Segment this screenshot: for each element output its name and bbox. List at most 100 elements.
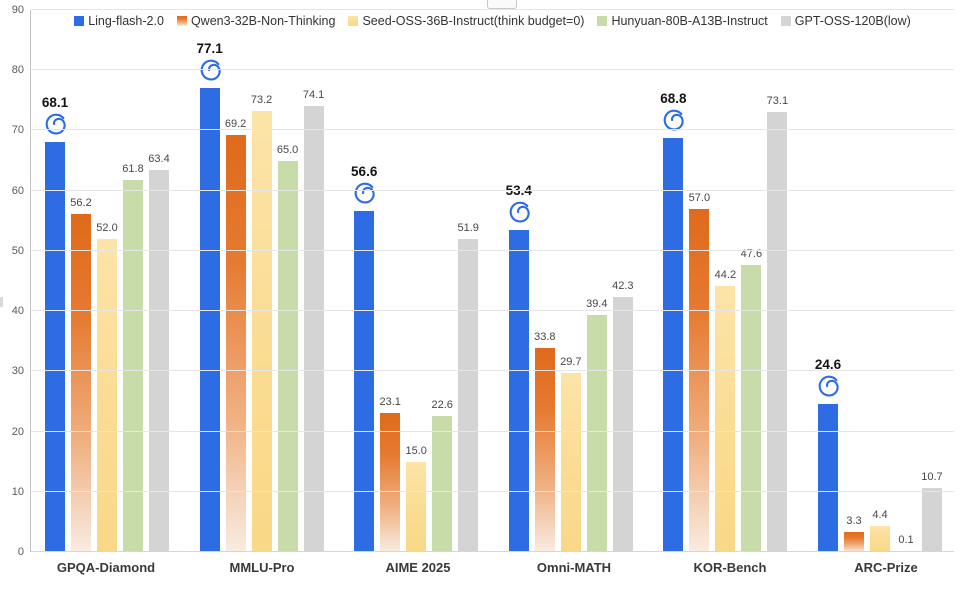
- bar: 73.1: [767, 95, 788, 552]
- legend-item-4: GPT-OSS-120B(low): [780, 14, 911, 28]
- legend-item-1: Qwen3-32B-Non-Thinking: [176, 14, 336, 28]
- legend-marker-icon: [597, 16, 608, 26]
- bar-fill: [432, 415, 453, 552]
- bar-value-label: 61.8: [122, 162, 144, 175]
- bar-value-label: 74.1: [302, 88, 325, 101]
- bar-group-0: 68.1 56.2 52.0 61.8 63.4: [42, 10, 170, 552]
- gridline-40: [31, 310, 954, 312]
- bar: 4.4: [869, 509, 890, 552]
- bar-group-5: 24.6 3.3 4.4 0.1 10.7: [814, 10, 943, 552]
- bar-value-label: 53.4: [505, 183, 532, 199]
- bar-group-3: 53.4 33.8 29.7 39.4 42.3: [506, 10, 633, 552]
- bar: 10.7: [921, 471, 943, 552]
- bar-fill: [560, 373, 581, 552]
- gridline-50: [31, 249, 954, 251]
- bar: 33.8: [534, 331, 555, 552]
- gridline-60: [31, 189, 954, 191]
- bar-fill: [869, 525, 890, 552]
- ling-swirl-icon: [816, 374, 840, 399]
- bar: 47.6: [741, 248, 762, 552]
- bar-fill: [45, 141, 65, 552]
- legend-marker-icon: [176, 16, 187, 26]
- y-tick-label-60: 60: [11, 184, 24, 197]
- bar-value-label: 33.8: [534, 331, 556, 344]
- bar-value-label: 47.6: [740, 248, 763, 261]
- gridline-90: [31, 9, 954, 10]
- legend-item-2: Seed-OSS-36B-Instruct(think budget=0): [348, 14, 584, 28]
- bar-fill: [586, 314, 607, 552]
- bar-fill: [149, 170, 169, 552]
- bar-fill: [767, 111, 788, 552]
- bar: 65.0: [277, 144, 298, 552]
- bars-row: 68.1 56.2 52.0 61.8 63.4 77.1 69.2 73.2 65.0 74.1…: [42, 10, 943, 552]
- bar: 56.6: [351, 164, 377, 552]
- bar: 73.2: [251, 94, 272, 552]
- bar-value-label: 52.0: [96, 221, 118, 234]
- bar: 44.2: [715, 269, 736, 552]
- legend-marker-icon: [780, 16, 791, 26]
- legend-marker-icon: [348, 16, 359, 26]
- bar-value-label: 73.1: [766, 94, 789, 107]
- ling-swirl-icon: [43, 112, 67, 137]
- y-axis-title-fragment: [0, 297, 3, 307]
- legend-item-0: Ling-flash-2.0: [74, 14, 164, 28]
- bar: 23.1: [379, 396, 401, 552]
- y-tick-label-20: 20: [11, 425, 24, 438]
- bar-fill: [715, 285, 736, 552]
- bar: 15.0: [405, 445, 427, 552]
- legend-label: Ling-flash-2.0: [88, 14, 164, 28]
- bar: 52.0: [96, 222, 118, 552]
- clipped-tooltip-fragment: [487, 0, 517, 9]
- gridline-80: [31, 69, 954, 71]
- bar-fill: [534, 348, 555, 552]
- plot-area: Ling-flash-2.0 Qwen3-32B-Non-Thinking Seed…: [12, 4, 954, 558]
- bar-value-label: 63.4: [148, 153, 170, 166]
- y-tick-label-90: 90: [11, 4, 24, 16]
- category-label-3: Omni-MATH: [536, 560, 612, 575]
- bar-value-label: 68.1: [41, 94, 69, 110]
- bar-value-label: 68.8: [660, 90, 687, 106]
- bar-value-label: 3.3: [846, 515, 862, 528]
- legend-marker-icon: [74, 16, 85, 26]
- y-tick-label-30: 30: [11, 365, 24, 378]
- bar-fill: [97, 238, 117, 552]
- category-label-4: KOR-Bench: [693, 560, 767, 575]
- y-tick-label-50: 50: [11, 244, 24, 257]
- bar-value-label: 73.2: [250, 94, 273, 107]
- bar-fill: [303, 105, 324, 552]
- ling-swirl-icon: [198, 58, 222, 83]
- bar-fill: [277, 160, 298, 552]
- bar-fill: [843, 532, 864, 552]
- category-label-0: GPQA-Diamond: [56, 560, 156, 575]
- bar: 68.1: [42, 95, 68, 552]
- bar: 51.9: [457, 222, 479, 552]
- bar-group-4: 68.8 57.0 44.2 47.6 73.1: [660, 10, 788, 552]
- bar-value-label: 4.4: [872, 508, 888, 521]
- y-tick-label-0: 0: [17, 546, 24, 558]
- bar-fill: [251, 111, 272, 552]
- y-tick-label-70: 70: [11, 124, 24, 137]
- bar-fill: [380, 412, 401, 552]
- legend-label: Seed-OSS-36B-Instruct(think budget=0): [362, 14, 585, 28]
- bar-fill: [199, 87, 220, 552]
- bar: 68.8: [660, 91, 687, 552]
- bar-fill: [663, 137, 684, 552]
- gridline-20: [31, 430, 954, 432]
- bar-group-2: 56.6 23.1 15.0 22.6 51.9: [351, 10, 479, 552]
- category-label-1: MMLU-Pro: [229, 560, 295, 575]
- category-label-5: ARC-Prize: [854, 560, 918, 575]
- bar-value-label: 77.1: [196, 40, 223, 56]
- bar-value-label: 10.7: [921, 470, 943, 483]
- bar-value-label: 65.0: [276, 143, 299, 156]
- bar-fill: [817, 403, 838, 552]
- bar: 77.1: [196, 41, 223, 552]
- bar: 53.4: [506, 183, 532, 552]
- bar: 39.4: [586, 298, 607, 552]
- bar-fill: [458, 239, 479, 552]
- bar: 61.8: [122, 163, 144, 552]
- bar-value-label: 24.6: [814, 356, 842, 372]
- bar: 22.6: [431, 399, 453, 552]
- legend-label: Qwen3-32B-Non-Thinking: [190, 14, 336, 28]
- bar-value-label: 15.0: [405, 444, 427, 457]
- bar-fill: [508, 230, 529, 552]
